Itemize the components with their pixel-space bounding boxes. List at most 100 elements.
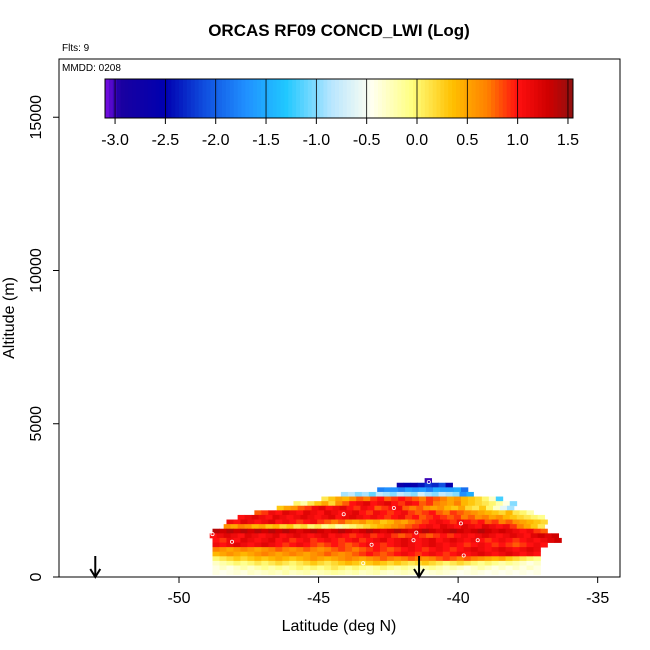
heat-cell [382, 491, 391, 497]
heat-cell [484, 537, 493, 543]
heat-cell [345, 547, 353, 553]
heat-cell [421, 510, 430, 516]
colorbar-swatch [319, 79, 324, 118]
heat-cell [470, 510, 479, 516]
heat-cell [240, 560, 248, 566]
heat-cell [407, 519, 416, 525]
heat-cell [276, 505, 285, 511]
colorbar-swatch [420, 79, 426, 118]
heat-cell [296, 570, 304, 576]
heat-cell [338, 551, 346, 557]
heat-cell [247, 537, 255, 543]
heat-cell [345, 537, 353, 543]
heat-cell [463, 519, 472, 525]
heat-cell [412, 496, 420, 502]
colorbar-swatch [179, 79, 184, 118]
colorbar-swatch [374, 79, 379, 118]
heat-cell [484, 560, 493, 566]
colorbar-swatch [413, 79, 418, 118]
heat-cell [523, 524, 532, 530]
heat-cell [366, 547, 374, 553]
heat-cell [456, 556, 465, 562]
heat-cell [254, 510, 262, 516]
heat-cell [540, 542, 548, 548]
heat-cell [526, 565, 534, 571]
heat-cell [304, 505, 312, 511]
heat-cell [509, 501, 518, 507]
heat-cell [477, 528, 486, 534]
colorbar-swatch [335, 79, 340, 118]
heat-cell [498, 556, 506, 562]
heat-cell [512, 542, 520, 548]
heat-cell [372, 542, 381, 548]
colorbar-swatch [502, 79, 508, 118]
heat-cell [254, 560, 262, 566]
heat-cell [449, 528, 458, 534]
heat-cell [254, 547, 262, 553]
heat-cell [439, 487, 448, 493]
heat-cell [502, 514, 511, 520]
heat-cell [303, 510, 311, 516]
heat-cell [300, 514, 308, 520]
heat-cell [226, 547, 234, 553]
heat-cell [414, 519, 423, 525]
heat-cell [268, 537, 276, 543]
heat-cell [370, 514, 378, 520]
heat-cell [363, 501, 371, 507]
heat-cell [352, 565, 360, 571]
heat-cell [460, 487, 469, 493]
heat-cell [484, 528, 493, 534]
heat-cell [363, 514, 371, 520]
heat-cell [512, 551, 520, 557]
heat-cell [261, 560, 269, 566]
heat-cell [352, 519, 360, 525]
colorbar-swatch [108, 79, 114, 118]
heat-cell [472, 505, 480, 511]
heat-cell [254, 570, 262, 576]
heat-cell [324, 570, 332, 576]
sample-dot [414, 530, 419, 535]
heat-cell [272, 524, 280, 530]
heat-cell [233, 551, 241, 557]
colorbar-swatch [296, 79, 301, 118]
heat-cell [428, 565, 437, 571]
heat-cell [456, 528, 465, 534]
heat-cell [442, 542, 451, 548]
heat-cell [303, 547, 311, 553]
heat-cell [400, 547, 409, 553]
heat-cell [453, 501, 462, 507]
heat-cell [379, 556, 388, 562]
heat-cell [481, 496, 490, 502]
heat-cell [359, 565, 367, 571]
heat-cell [261, 556, 269, 562]
heat-cell [212, 570, 220, 576]
colorbar-swatch [183, 79, 188, 118]
heat-cell [226, 570, 234, 576]
heat-cell [352, 542, 360, 548]
heat-cell [407, 510, 416, 516]
heat-cell [493, 505, 501, 511]
heat-cell [254, 551, 262, 557]
heat-cell [400, 519, 409, 525]
heat-cell [318, 505, 326, 511]
heat-cell [296, 537, 304, 543]
heat-cell [484, 519, 493, 525]
heat-cell [428, 560, 437, 566]
heat-cell [435, 547, 444, 553]
heat-cell [366, 556, 374, 562]
y-tick-label: 10000 [28, 248, 45, 293]
heat-cell [247, 570, 255, 576]
heat-cell [484, 510, 493, 516]
heat-cell [384, 501, 392, 507]
heat-cell [499, 505, 508, 511]
heat-cell [428, 537, 437, 543]
heat-cell [442, 528, 451, 534]
heat-cell [345, 570, 353, 576]
heat-cell [419, 501, 427, 507]
heat-cell [453, 533, 462, 539]
heat-cell [359, 537, 367, 543]
colorbar-swatch [467, 79, 473, 118]
heat-cell [498, 565, 506, 571]
heat-cell [282, 510, 290, 516]
